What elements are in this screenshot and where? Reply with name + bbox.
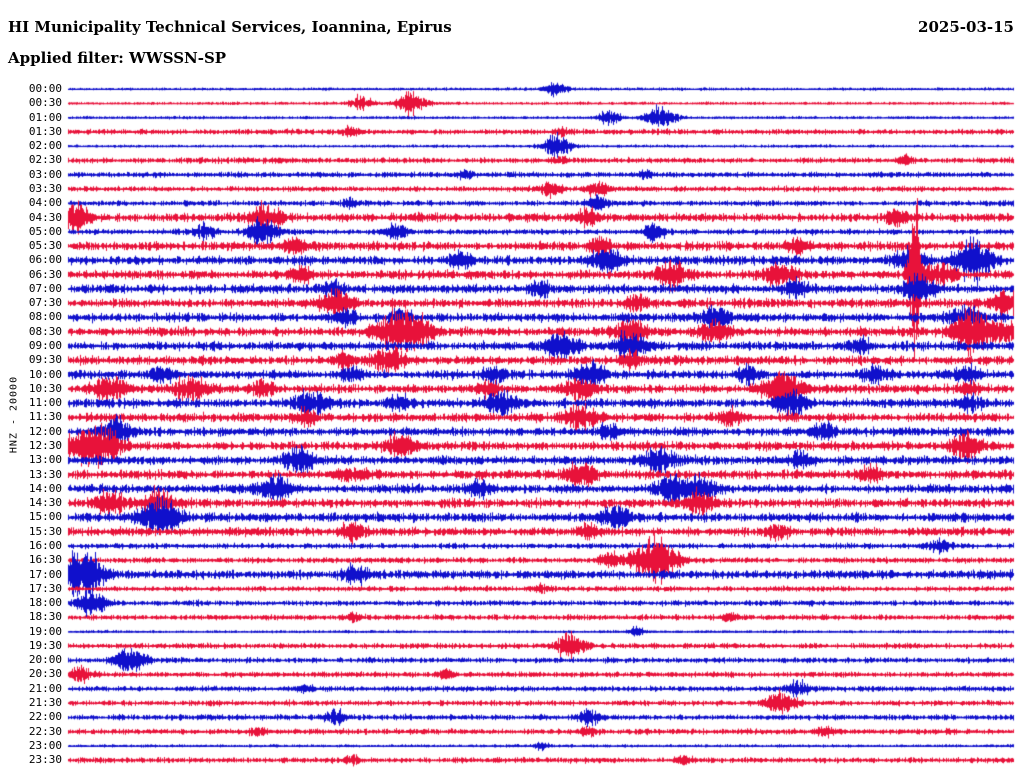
time-label: 04:30	[28, 210, 62, 224]
time-label: 00:30	[28, 96, 62, 110]
time-label: 21:30	[28, 696, 62, 710]
time-label: 12:00	[28, 424, 62, 438]
time-label: 08:30	[28, 324, 62, 338]
time-label: 03:30	[28, 181, 62, 195]
time-label: 18:30	[28, 610, 62, 624]
time-label: 06:00	[28, 253, 62, 267]
time-label: 01:00	[28, 110, 62, 124]
time-label: 10:30	[28, 381, 62, 395]
time-label: 04:00	[28, 196, 62, 210]
time-label: 01:30	[28, 124, 62, 138]
time-label: 08:00	[28, 310, 62, 324]
time-label: 11:30	[28, 410, 62, 424]
time-label: 18:00	[28, 596, 62, 610]
time-label: 20:00	[28, 653, 62, 667]
time-label: 19:00	[28, 624, 62, 638]
time-label: 06:30	[28, 267, 62, 281]
time-label: 14:30	[28, 496, 62, 510]
time-label: 09:30	[28, 353, 62, 367]
time-label: 10:00	[28, 367, 62, 381]
time-label: 16:00	[28, 538, 62, 552]
time-label: 17:00	[28, 567, 62, 581]
time-label: 07:00	[28, 281, 62, 295]
time-label: 21:00	[28, 681, 62, 695]
time-label: 05:30	[28, 239, 62, 253]
time-label: 22:30	[28, 724, 62, 738]
time-label: 23:00	[28, 738, 62, 752]
time-label: 13:00	[28, 453, 62, 467]
time-label: 16:30	[28, 553, 62, 567]
time-label: 09:00	[28, 339, 62, 353]
time-label: 20:30	[28, 667, 62, 681]
time-label: 00:00	[28, 82, 62, 95]
time-label: 22:00	[28, 710, 62, 724]
time-label: 15:30	[28, 524, 62, 538]
time-label: 03:00	[28, 167, 62, 181]
time-label: 07:30	[28, 296, 62, 310]
time-label: 02:00	[28, 139, 62, 153]
time-label: 11:00	[28, 396, 62, 410]
time-label: 15:00	[28, 510, 62, 524]
time-label: 14:00	[28, 481, 62, 495]
time-label: 23:30	[28, 753, 62, 767]
time-label: 13:30	[28, 467, 62, 481]
time-label: 17:30	[28, 581, 62, 595]
time-label: 19:30	[28, 638, 62, 652]
time-label: 05:00	[28, 224, 62, 238]
time-label: 02:30	[28, 153, 62, 167]
time-label: 12:30	[28, 439, 62, 452]
